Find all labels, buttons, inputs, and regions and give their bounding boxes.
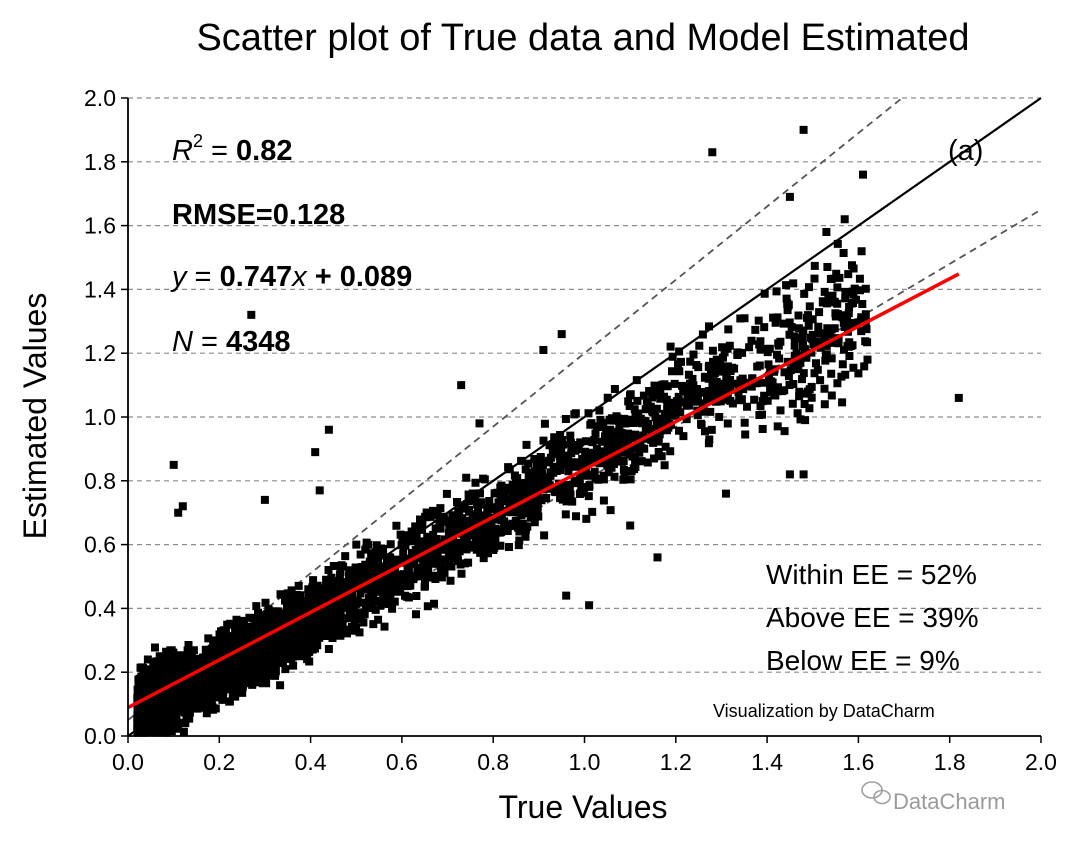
panel-label: (a) xyxy=(948,135,983,167)
y-tick-label: 1.0 xyxy=(84,404,116,430)
above-ee-annotation: Above EE = 39% xyxy=(766,602,978,633)
x-tick-label: 2.0 xyxy=(1025,749,1057,775)
y-tick-label: 1.2 xyxy=(84,340,116,366)
n-annotation: N = 4348 xyxy=(172,326,291,358)
x-tick-label: 0.4 xyxy=(295,749,327,775)
regression-line xyxy=(127,272,960,710)
y-tick-label: 0.6 xyxy=(84,532,116,558)
x-tick-label: 1.8 xyxy=(934,749,966,775)
watermark: DataCharm xyxy=(861,781,1005,814)
y-tick-label: 0.8 xyxy=(84,468,116,494)
within-ee-annotation: Within EE = 52% xyxy=(766,559,977,590)
y-tick-label: 0.2 xyxy=(84,659,116,685)
y-tick-labels: 0.0 0.2 0.4 0.6 0.8 1.0 1.2 1.4 1.6 1.8 2.0 xyxy=(84,85,116,749)
regression-line-group xyxy=(127,272,960,710)
fit-equation-annotation: y = 0.747x + 0.089 xyxy=(170,261,412,293)
x-tick-label: 1.0 xyxy=(569,749,601,775)
scatter-points xyxy=(133,125,963,737)
rmse-annotation: RMSE=0.128 xyxy=(172,199,345,231)
watermark-text: DataCharm xyxy=(893,789,1005,814)
x-tick-label: 0.8 xyxy=(477,749,509,775)
axes xyxy=(121,97,1042,743)
y-gridlines xyxy=(128,97,1041,673)
x-tick-labels: 0.0 0.2 0.4 0.6 0.8 1.0 1.2 1.4 1.6 1.8 2.0 xyxy=(112,749,1057,775)
y-tick-label: 1.8 xyxy=(84,149,116,175)
y-tick-label: 1.6 xyxy=(84,213,116,239)
x-tick-label: 1.4 xyxy=(751,749,783,775)
ee-upper-line xyxy=(127,97,903,721)
r2-annotation: R2 = 0.82 xyxy=(172,131,292,167)
y-tick-label: 2.0 xyxy=(84,85,116,111)
y-tick-label: 0.0 xyxy=(84,723,116,749)
below-ee-annotation: Below EE = 9% xyxy=(766,645,960,676)
chart-title: Scatter plot of True data and Model Esti… xyxy=(196,17,969,59)
credit-text: Visualization by DataCharm xyxy=(713,701,935,721)
x-tick-label: 1.6 xyxy=(842,749,874,775)
x-axis-title: True Values xyxy=(499,789,668,825)
data-points xyxy=(133,125,963,737)
y-tick-label: 0.4 xyxy=(84,595,116,621)
x-tick-label: 0.6 xyxy=(386,749,418,775)
y-axis-title: Estimated Values xyxy=(17,293,53,540)
y-tick-label: 1.4 xyxy=(84,276,116,302)
x-tick-label: 0.0 xyxy=(112,749,144,775)
wechat-icon xyxy=(861,781,891,805)
x-tick-label: 0.2 xyxy=(203,749,235,775)
x-tick-label: 1.2 xyxy=(660,749,692,775)
